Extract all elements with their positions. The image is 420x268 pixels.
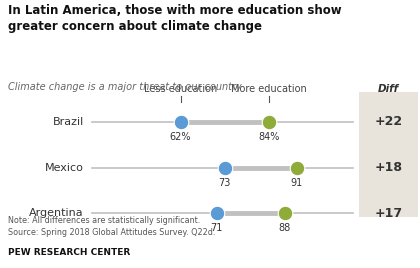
Text: 71: 71 [210, 223, 223, 233]
Text: Less education: Less education [144, 84, 217, 94]
Text: In Latin America, those with more education show
greater concern about climate c: In Latin America, those with more educat… [8, 4, 342, 32]
Text: Mexico: Mexico [45, 162, 84, 173]
Text: Climate change is a major threat to our country: Climate change is a major threat to our … [8, 82, 242, 92]
Text: 84%: 84% [258, 132, 279, 142]
Text: +18: +18 [375, 161, 402, 174]
Text: +22: +22 [375, 116, 402, 128]
Text: Note: All differences are statistically significant.
Source: Spring 2018 Global : Note: All differences are statistically … [8, 216, 216, 237]
Text: 62%: 62% [170, 132, 191, 142]
Text: Brazil: Brazil [53, 117, 84, 127]
Text: Diff: Diff [378, 84, 399, 94]
Text: Argentina: Argentina [29, 208, 84, 218]
Point [281, 211, 288, 215]
Text: 91: 91 [291, 178, 303, 188]
Point [293, 165, 300, 170]
Text: PEW RESEARCH CENTER: PEW RESEARCH CENTER [8, 248, 131, 257]
Point [265, 120, 272, 124]
Point [177, 120, 184, 124]
Text: 73: 73 [218, 178, 231, 188]
Text: 88: 88 [278, 223, 291, 233]
Text: More education: More education [231, 84, 307, 94]
Point [221, 165, 228, 170]
Text: +17: +17 [375, 207, 402, 219]
Point [213, 211, 220, 215]
